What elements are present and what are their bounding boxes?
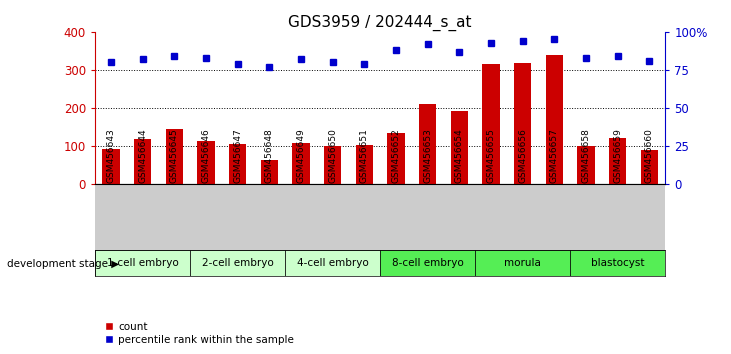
Bar — [260, 160, 278, 184]
Bar — [482, 64, 500, 184]
Title: GDS3959 / 202444_s_at: GDS3959 / 202444_s_at — [288, 14, 472, 30]
Bar — [324, 146, 341, 184]
Bar — [640, 150, 658, 184]
Bar — [577, 146, 595, 184]
Bar — [285, 250, 380, 276]
Bar — [165, 129, 183, 184]
Bar — [134, 139, 151, 184]
Bar — [355, 145, 373, 184]
Bar — [514, 63, 531, 184]
Bar — [387, 133, 405, 184]
Text: development stage ▶: development stage ▶ — [7, 259, 120, 269]
Text: morula: morula — [504, 258, 541, 268]
Legend: count, percentile rank within the sample: count, percentile rank within the sample — [100, 317, 298, 349]
Bar — [292, 143, 310, 184]
Bar — [475, 250, 570, 276]
Bar — [450, 111, 468, 184]
Text: 4-cell embryo: 4-cell embryo — [297, 258, 368, 268]
Bar — [380, 250, 475, 276]
Text: 2-cell embryo: 2-cell embryo — [202, 258, 273, 268]
Bar — [95, 250, 190, 276]
Bar — [570, 250, 665, 276]
Bar — [102, 149, 120, 184]
Bar — [609, 138, 626, 184]
Bar — [545, 55, 563, 184]
Bar — [197, 142, 215, 184]
Bar — [229, 144, 246, 184]
Text: blastocyst: blastocyst — [591, 258, 645, 268]
Bar — [419, 104, 436, 184]
Bar — [190, 250, 285, 276]
Text: 8-cell embryo: 8-cell embryo — [392, 258, 463, 268]
Text: 1-cell embryo: 1-cell embryo — [107, 258, 178, 268]
